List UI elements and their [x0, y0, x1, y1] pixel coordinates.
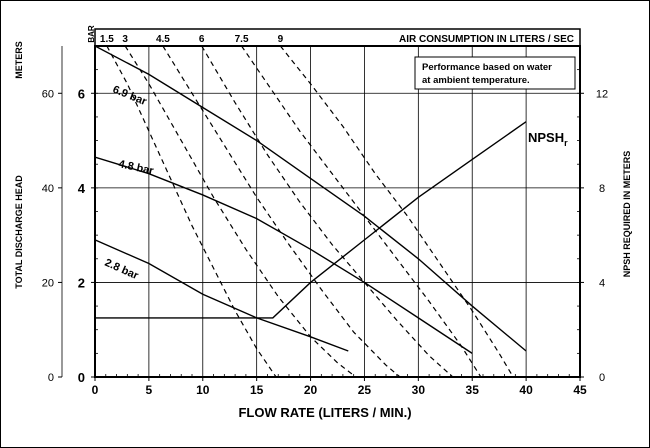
air-tick-label: 3: [122, 34, 128, 45]
y-bar-ticks: 0 2 4 6: [78, 69, 98, 385]
air-consumption-bar: [94, 28, 581, 47]
x-tick-label: 25: [358, 383, 372, 397]
annotation-line-2: at ambient temperature.: [422, 75, 530, 86]
y-right-tick-label: 12: [596, 88, 608, 100]
grid: [95, 46, 580, 377]
air-tick-label: 7.5: [235, 34, 249, 45]
air-tick-label: 4.5: [156, 34, 170, 45]
series-6-9-bar: [95, 46, 527, 352]
y-meters-tick-label: 0: [48, 372, 54, 384]
y-meters-tick-label: 20: [42, 277, 54, 289]
y-bar-tick-label: 0: [78, 370, 85, 385]
annotation-line-1: Performance based on water: [422, 62, 552, 73]
air-curve-7-5: [241, 46, 482, 377]
y-bar-tick-label: 4: [78, 181, 86, 196]
curve-label-2-8-bar: 2.8 bar: [103, 257, 141, 283]
meters-unit-label: METERS: [14, 41, 24, 79]
x-tick-label: 0: [92, 383, 99, 397]
air-curve-3: [124, 46, 357, 377]
y-meters-ticks: 0 20 40 60: [42, 46, 63, 384]
air-curve-1-5: [106, 46, 277, 377]
y-bar-tick-label: 2: [78, 275, 85, 290]
curve-label-6-9-bar: 6.9 bar: [111, 84, 149, 109]
y-right-tick-label: 8: [599, 183, 605, 195]
curve-label-npshr: NPSHr: [528, 130, 568, 148]
air-tick-label: 6: [199, 34, 205, 45]
series-npshr: [95, 121, 527, 319]
series-4-8-bar: [95, 156, 473, 354]
y-right-tick-label: 4: [599, 277, 605, 289]
performance-curves: [95, 46, 527, 354]
plot-border: [94, 45, 581, 378]
curve-label-4-8-bar: 4.8 bar: [117, 158, 155, 177]
y-right-ticks: 0 4 8 12: [577, 69, 608, 384]
x-tick-label: 35: [466, 383, 480, 397]
air-curve-9: [279, 46, 514, 377]
series-2-8-bar: [95, 239, 349, 352]
annotation-box: [414, 56, 576, 90]
air-consumption-ticks: 1.5 3 4.5 6 7.5 9: [100, 34, 284, 45]
bar-unit-label: BAR: [87, 25, 96, 43]
x-tick-label: 15: [250, 383, 264, 397]
x-tick-label: 40: [519, 383, 533, 397]
air-tick-label: 1.5: [100, 34, 114, 45]
y-meters-tick-label: 60: [42, 88, 54, 100]
y-right-tick-label: 0: [599, 372, 605, 384]
x-tick-label: 5: [146, 383, 153, 397]
x-tick-label: 10: [196, 383, 210, 397]
air-curve-4-5: [162, 46, 401, 377]
x-axis-ticks: 0 5 10 15 20 25 30 35 40 45: [92, 374, 587, 397]
air-consumption-label: AIR CONSUMPTION IN LITERS / SEC: [399, 34, 574, 45]
x-tick-label: 45: [573, 383, 587, 397]
y-bar-tick-label: 6: [78, 86, 85, 101]
x-tick-label: 20: [304, 383, 318, 397]
air-consumption-curves: [106, 46, 514, 377]
y-right-axis-label: NPSH REQUIRED IN METERS: [622, 151, 632, 278]
air-curve-6: [201, 46, 454, 377]
air-tick-label: 9: [278, 34, 284, 45]
y-meters-tick-label: 40: [42, 183, 54, 195]
x-tick-label: 30: [412, 383, 426, 397]
x-axis-label: FLOW RATE (LITERS / MIN.): [238, 405, 411, 420]
y-axis-label: TOTAL DISCHARGE HEAD: [14, 175, 24, 289]
